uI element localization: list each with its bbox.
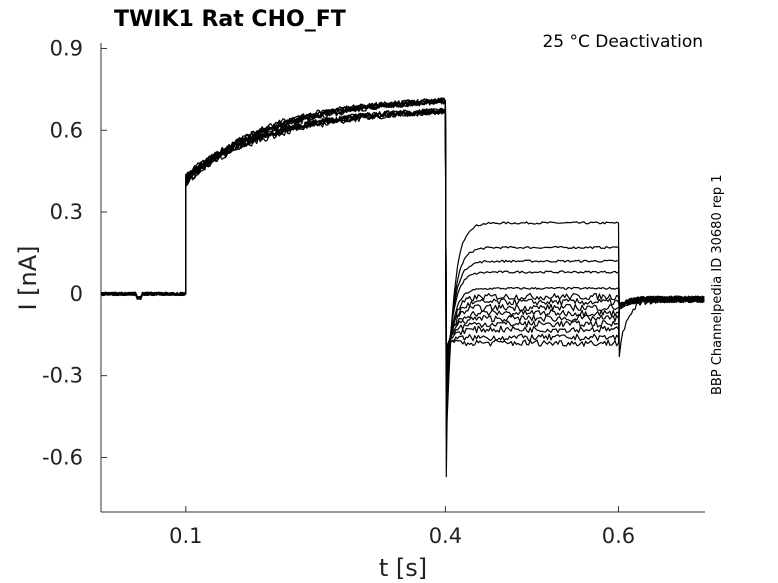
chart-title: TWIK1 Rat CHO_FT xyxy=(114,7,346,32)
x-tick-label: 0.1 xyxy=(169,524,202,548)
y-tick-label: 0.3 xyxy=(50,200,83,224)
series-trace xyxy=(100,108,705,478)
series-trace xyxy=(100,97,705,404)
series-trace xyxy=(100,97,705,347)
side-label: BBP Channelpedia ID 30680 rep 1 xyxy=(710,174,725,395)
y-tick-label: -0.6 xyxy=(42,445,83,469)
series-trace xyxy=(100,98,705,385)
traces xyxy=(100,97,705,478)
series-trace xyxy=(100,108,705,418)
y-tick-label: 0 xyxy=(70,282,83,306)
chart-annotation: 25 °C Deactivation xyxy=(542,32,703,52)
y-axis-label: I [nA] xyxy=(14,245,42,310)
series-trace xyxy=(100,107,705,393)
x-axis-label: t [s] xyxy=(379,554,427,582)
y-tick-label: -0.3 xyxy=(42,364,83,388)
series-trace xyxy=(100,108,705,366)
x-tick-label: 0.4 xyxy=(429,524,462,548)
series-trace xyxy=(100,98,705,360)
series-trace xyxy=(100,97,705,437)
y-tick-label: 0.6 xyxy=(50,118,83,142)
y-tick-label: 0.9 xyxy=(50,36,83,60)
x-ticks: 0.1 0.4 0.6 xyxy=(169,506,635,548)
y-ticks: 0.9 0.6 0.3 0 -0.3 -0.6 xyxy=(42,36,107,469)
axes xyxy=(100,43,705,513)
x-tick-label: 0.6 xyxy=(602,524,635,548)
